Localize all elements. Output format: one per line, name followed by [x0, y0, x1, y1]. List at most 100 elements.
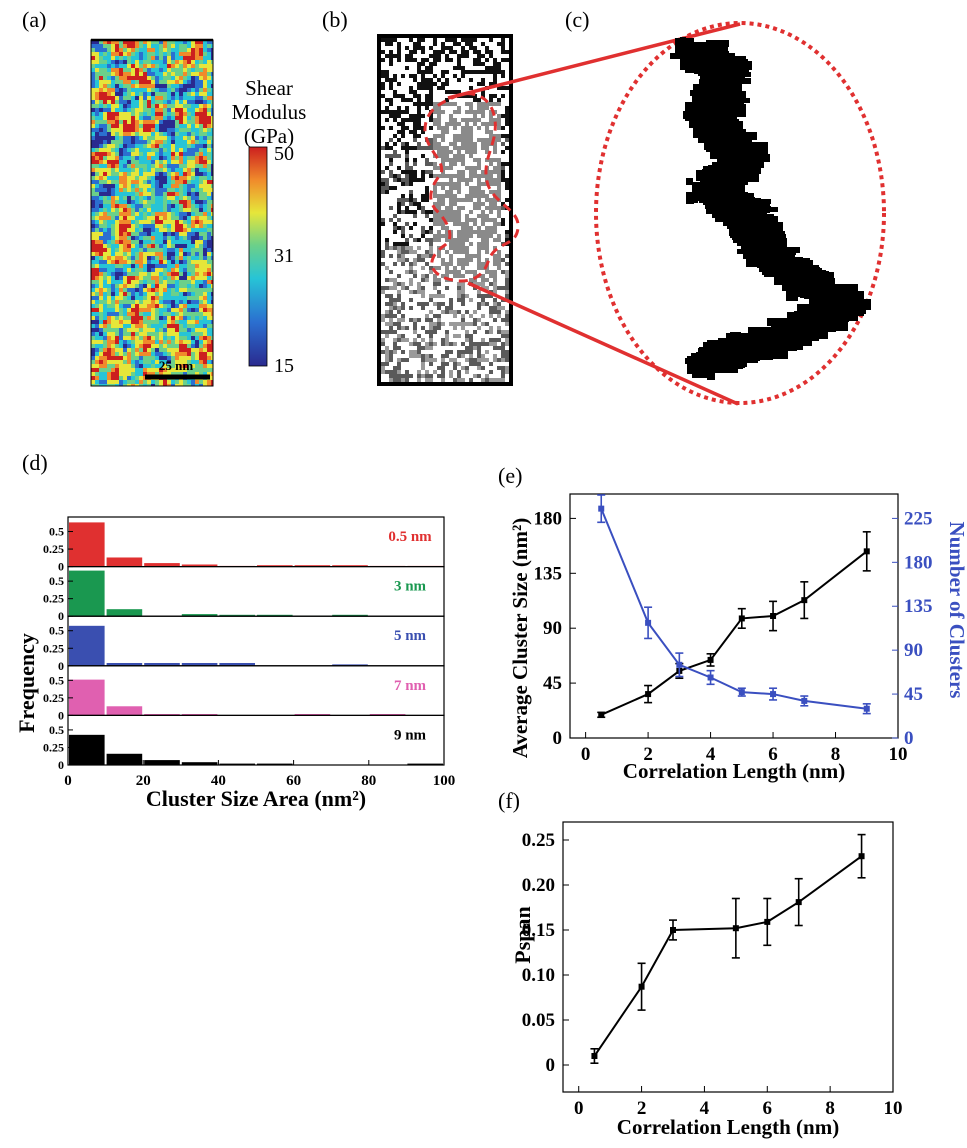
cluster-cell: [445, 338, 449, 342]
heatmap-cell: [167, 296, 171, 300]
cluster-cell: [481, 298, 485, 302]
heatmap-cell: [139, 348, 143, 352]
heatmap-cell: [151, 284, 155, 288]
cluster-cell: [469, 194, 473, 198]
heatmap-cell: [163, 92, 167, 96]
cluster-cell: [461, 298, 465, 302]
cluster-cell: [389, 54, 393, 58]
cluster-cell: [501, 358, 505, 362]
heatmap-cell: [183, 188, 187, 192]
heatmap-cell: [135, 48, 139, 52]
heatmap-cell: [195, 344, 199, 348]
cluster-cell: [405, 142, 409, 146]
cluster-cell: [397, 366, 401, 370]
heatmap-cell: [111, 348, 115, 352]
heatmap-cell: [147, 360, 151, 364]
heatmap-cell: [123, 136, 127, 140]
heatmap-cell: [187, 56, 191, 60]
heatmap-cell: [191, 108, 195, 112]
heatmap-cell: [119, 248, 123, 252]
heatmap-cell: [211, 336, 213, 340]
heatmap-cell: [187, 176, 191, 180]
cluster-cell: [461, 326, 465, 330]
heatmap-cell: [203, 336, 207, 340]
heatmap-cell: [183, 200, 187, 204]
cluster-cell: [477, 54, 481, 58]
cluster-cell: [453, 42, 457, 46]
cluster-cell: [461, 146, 465, 150]
heatmap-cell: [195, 76, 199, 80]
cluster-cell: [389, 126, 393, 130]
cluster-cell: [473, 374, 477, 378]
heatmap-cell: [99, 184, 103, 188]
heatmap-cell: [107, 116, 111, 120]
heatmap-cell: [127, 252, 131, 256]
heatmap-cell: [199, 252, 203, 256]
heatmap-cell: [127, 292, 131, 296]
heatmap-cell: [211, 312, 213, 316]
cluster-cell: [465, 50, 469, 54]
cluster-cell: [457, 186, 461, 190]
heatmap-cell: [115, 308, 119, 312]
cluster-cell: [473, 278, 477, 282]
heatmap-cell: [211, 224, 213, 228]
heatmap-cell: [119, 84, 123, 88]
cluster-cell: [433, 294, 437, 298]
cluster-cell: [417, 86, 421, 90]
cluster-cell: [449, 58, 453, 62]
heatmap-cell: [151, 244, 155, 248]
heatmap-cell: [183, 324, 187, 328]
cluster-cell: [461, 314, 465, 318]
heatmap-cell: [127, 360, 131, 364]
heatmap-cell: [151, 192, 155, 196]
heatmap-cell: [143, 252, 147, 256]
heatmap-cell: [95, 372, 99, 376]
heatmap-cell: [151, 204, 155, 208]
heatmap-cell: [135, 260, 139, 264]
heatmap-cell: [131, 372, 135, 376]
heatmap-cell: [191, 56, 195, 60]
heatmap-cell: [167, 56, 171, 60]
cluster-cell: [453, 266, 457, 270]
cluster-cell: [417, 290, 421, 294]
heatmap-cell: [131, 260, 135, 264]
heatmap-cell: [195, 200, 199, 204]
heatmap-cell: [135, 292, 139, 296]
heatmap-cell: [147, 80, 151, 84]
cluster-cell: [489, 118, 493, 122]
heatmap-cell: [195, 72, 199, 76]
heatmap-cell: [131, 268, 135, 272]
cluster-cell: [401, 326, 405, 330]
cluster-cell: [437, 194, 441, 198]
heatmap-cell: [91, 264, 95, 268]
heatmap-cell: [123, 132, 127, 136]
heatmap-cell: [123, 80, 127, 84]
heatmap-cell: [103, 356, 107, 360]
heatmap-cell: [103, 144, 107, 148]
heatmap-cell: [171, 96, 175, 100]
heatmap-cell: [195, 384, 199, 386]
heatmap-cell: [147, 340, 151, 344]
cluster-cell: [437, 166, 441, 170]
cluster-cell: [445, 58, 449, 62]
heatmap-cell: [91, 108, 95, 112]
heatmap-cell: [103, 100, 107, 104]
heatmap-cell: [103, 236, 107, 240]
heatmap-cell: [111, 316, 115, 320]
heatmap-cell: [175, 272, 179, 276]
cluster-cell: [481, 274, 485, 278]
heatmap-cell: [183, 132, 187, 136]
heatmap-cell: [127, 232, 131, 236]
heatmap-cell: [179, 132, 183, 136]
heatmap-cell: [115, 376, 119, 380]
heatmap-cell: [183, 284, 187, 288]
heatmap-cell: [99, 48, 103, 52]
cluster-cell: [401, 286, 405, 290]
heatmap-cell: [203, 252, 207, 256]
cluster-cell: [453, 334, 457, 338]
heatmap-cell: [187, 252, 191, 256]
cluster-cell: [493, 298, 497, 302]
heatmap-cell: [167, 48, 171, 52]
cluster-cell: [477, 102, 481, 106]
heatmap-cell: [131, 40, 135, 44]
